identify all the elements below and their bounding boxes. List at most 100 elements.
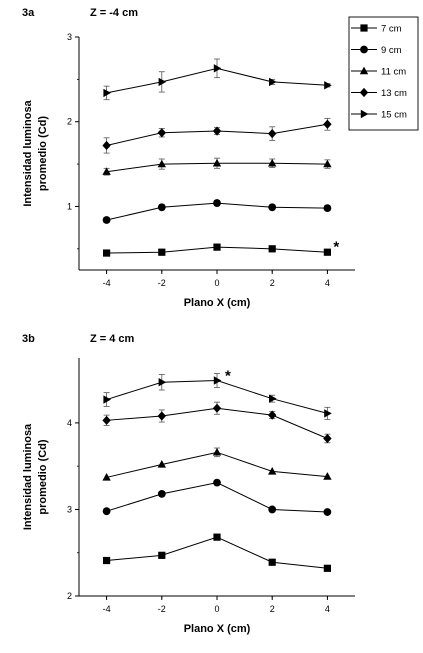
legend-label: 9 cm <box>381 45 402 56</box>
series-15-cm <box>103 58 332 101</box>
data-point-square <box>213 533 221 541</box>
data-point-circle <box>268 505 277 514</box>
x-tick-label: 4 <box>325 278 330 288</box>
x-tick-label: 4 <box>325 604 330 614</box>
data-point-triangle-right <box>269 394 277 403</box>
data-point-triangle-right <box>158 378 167 387</box>
series-line <box>106 482 328 513</box>
x-tick-label: 2 <box>270 278 275 288</box>
data-point-circle <box>323 204 332 213</box>
significance-asterisk: * <box>333 238 339 255</box>
data-point-triangle-right <box>213 376 222 385</box>
data-point-triangle-up <box>212 158 222 167</box>
x-tick-label: -4 <box>103 278 111 288</box>
series-7-cm <box>103 243 331 257</box>
legend-label: 13 cm <box>381 88 407 99</box>
series-11-cm <box>102 447 332 481</box>
y-tick-label: 3 <box>67 504 72 514</box>
data-point-diamond <box>157 128 166 138</box>
data-point-diamond <box>212 126 222 136</box>
x-tick-label: -2 <box>158 604 166 614</box>
data-point-circle <box>213 199 221 207</box>
data-point-diamond <box>323 119 332 129</box>
y-tick-label: 2 <box>67 591 72 601</box>
data-point-diamond <box>268 410 277 420</box>
x-tick-label: 2 <box>270 604 275 614</box>
data-point-diamond <box>102 415 111 425</box>
series-11-cm <box>102 157 332 176</box>
data-point-triangle-right <box>158 77 167 87</box>
data-point-triangle-right <box>324 81 332 90</box>
data-point-circle <box>268 203 277 212</box>
legend-marker-triangle-up <box>359 66 369 75</box>
data-point-circle <box>323 508 332 516</box>
x-tick-label: -2 <box>158 278 166 288</box>
series-7-cm <box>103 533 331 572</box>
data-point-diamond <box>268 128 277 139</box>
y-axis-title: Intensidad luminosa <box>22 99 34 206</box>
legend-marker-diamond <box>359 87 369 98</box>
data-point-circle <box>157 489 166 498</box>
chart-title: Z = -4 cm <box>90 7 138 19</box>
x-tick-label: -4 <box>103 604 111 614</box>
data-point-triangle-right <box>269 77 277 87</box>
data-point-triangle-up <box>157 159 166 168</box>
data-point-square <box>268 558 276 566</box>
y-tick-label: 1 <box>67 201 72 211</box>
x-tick-label: 0 <box>214 278 219 288</box>
data-point-square <box>268 245 276 253</box>
series-13-cm <box>102 401 332 444</box>
chart-panel-3b: 3b Z = 4 cm -4 -2 0 2 4 2 3 4 Plano X (cm) Intensid… <box>22 333 355 635</box>
significance-asterisk: * <box>225 368 231 385</box>
series-13-cm <box>102 117 332 154</box>
data-point-triangle-right <box>103 88 111 98</box>
series-9-cm <box>102 199 332 224</box>
data-point-triangle-up <box>268 158 277 167</box>
data-point-circle <box>157 203 166 212</box>
data-point-diamond <box>102 140 111 151</box>
panel-label: 3a <box>22 7 35 19</box>
data-point-square <box>158 551 166 559</box>
y-tick-label: 2 <box>67 117 72 127</box>
x-axis-title: Plano X (cm) <box>184 297 251 309</box>
data-point-square <box>158 248 166 256</box>
data-point-triangle-up <box>323 472 332 480</box>
data-point-triangle-right <box>324 409 332 418</box>
chart-title: Z = 4 cm <box>90 333 135 345</box>
data-point-diamond <box>323 433 332 444</box>
y-axis-title: promedio (Cd) <box>37 116 49 191</box>
data-point-circle <box>213 478 221 487</box>
data-point-square <box>103 249 111 257</box>
y-axis-title: Intensidad luminosa <box>22 423 34 530</box>
legend-marker-square <box>360 24 368 32</box>
data-point-triangle-up <box>157 460 166 468</box>
legend-label: 7 cm <box>381 24 402 35</box>
legend-label: 15 cm <box>381 110 407 121</box>
data-point-diamond <box>212 403 222 413</box>
series-9-cm <box>102 478 332 516</box>
y-tick-label: 4 <box>67 418 72 428</box>
data-point-triangle-up <box>212 447 222 456</box>
data-point-square <box>213 243 221 251</box>
data-point-triangle-right <box>213 64 222 73</box>
data-point-square <box>323 248 331 256</box>
legend-marker-triangle-right <box>360 109 369 119</box>
y-tick-label: 3 <box>67 32 72 42</box>
data-point-square <box>103 556 111 565</box>
data-point-triangle-right <box>103 395 111 404</box>
data-point-circle <box>102 507 111 516</box>
chart-panel-3a: 3a Z = -4 cm -4 -2 0 2 4 1 2 3 Plano X (cm) Intensi… <box>22 7 419 309</box>
data-point-triangle-up <box>268 466 277 475</box>
data-point-diamond <box>157 411 166 421</box>
x-tick-label: 0 <box>214 604 219 614</box>
panel-label: 3b <box>22 333 35 345</box>
data-point-triangle-up <box>102 473 111 481</box>
data-point-circle <box>102 216 111 224</box>
data-point-triangle-up <box>102 167 111 175</box>
data-point-triangle-up <box>323 159 332 168</box>
data-point-square <box>323 564 331 572</box>
x-axis-title: Plano X (cm) <box>184 623 251 635</box>
series-15-cm <box>103 373 332 420</box>
